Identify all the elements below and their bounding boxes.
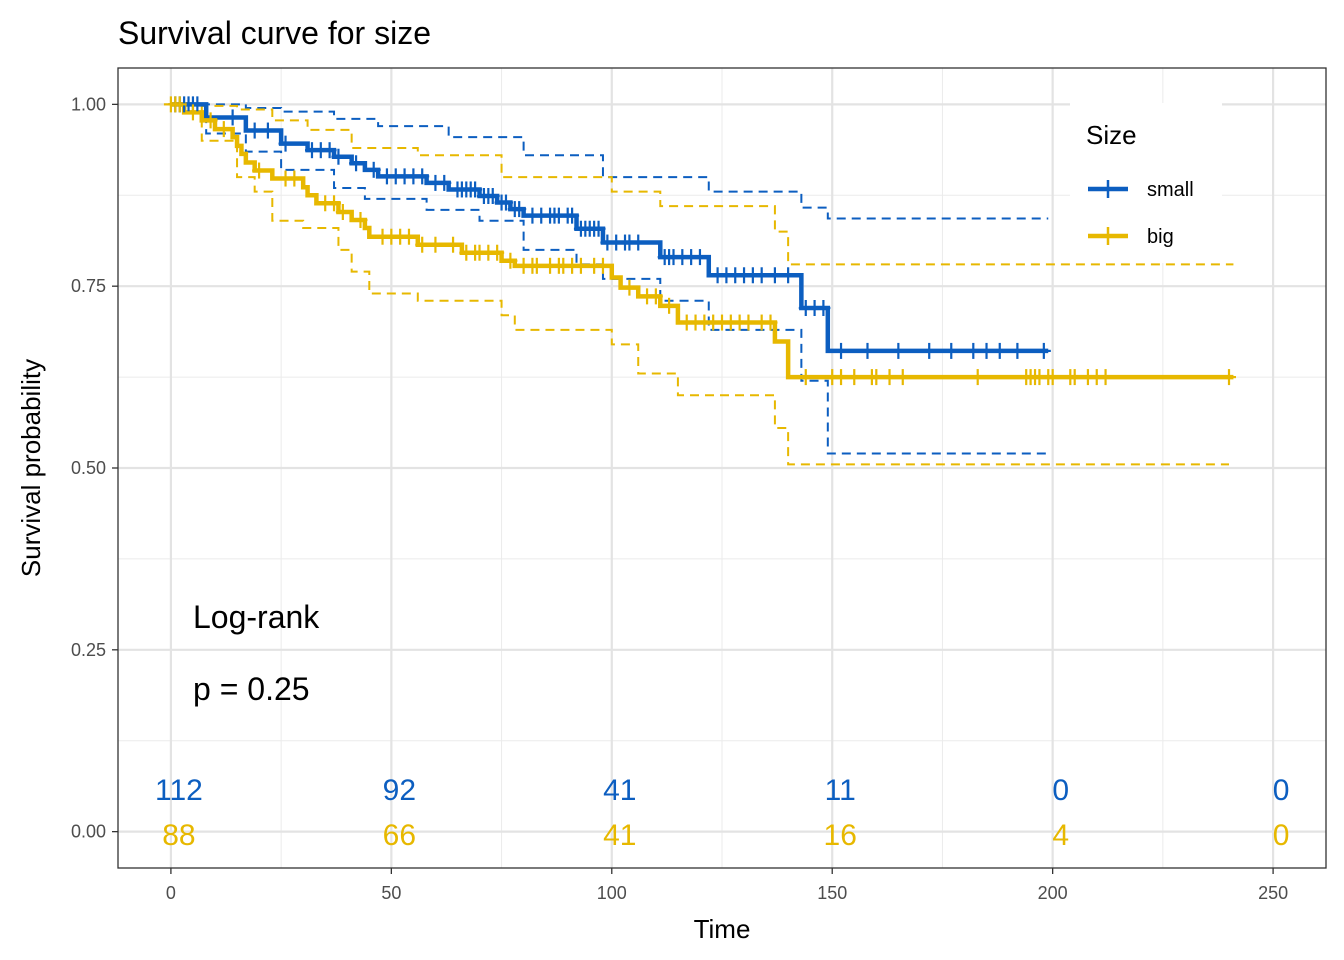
ci-upper-small — [170, 103, 1049, 220]
censor-marks — [163, 96, 1237, 386]
risk-count-big: 4 — [1052, 819, 1069, 852]
axis-ticks: 0 50 100 150 200 250 0.00 0.25 0.50 0.75 1.00 — [71, 94, 1288, 903]
risk-count-big: 66 — [383, 819, 416, 852]
test-name-label: Log-rank — [193, 599, 320, 635]
y-tick-label: 0.50 — [71, 458, 106, 478]
risk-count-small: 92 — [383, 774, 416, 807]
risk-count-small: 0 — [1273, 774, 1290, 807]
x-axis-title: Time — [694, 914, 751, 944]
y-axis-title: Survival probability — [16, 359, 46, 577]
x-tick-label: 250 — [1258, 883, 1288, 903]
curve-big — [170, 102, 1234, 380]
x-tick-label: 200 — [1038, 883, 1068, 903]
confidence-bands — [170, 103, 1234, 466]
risk-count-big: 88 — [162, 819, 195, 852]
risk-table: 112 92 41 11 0 0 88 66 41 16 4 0 — [155, 774, 1289, 852]
legend-label-small: small — [1147, 179, 1194, 201]
legend-keys: small big — [1088, 179, 1194, 248]
y-tick-label: 0.25 — [71, 640, 106, 660]
x-tick-label: 100 — [597, 883, 627, 903]
risk-count-small: 0 — [1052, 774, 1069, 807]
y-tick-label: 0.00 — [71, 822, 106, 842]
risk-count-big: 41 — [603, 819, 636, 852]
y-tick-label: 0.75 — [71, 276, 106, 296]
risk-count-small: 41 — [603, 774, 636, 807]
x-tick-label: 150 — [817, 883, 847, 903]
x-tick-label: 50 — [381, 883, 401, 903]
y-tick-label: 1.00 — [71, 94, 106, 114]
legend-label-big: big — [1147, 226, 1174, 248]
risk-count-small: 112 — [155, 774, 203, 807]
legend: Size small big — [1070, 103, 1222, 263]
legend-title: Size — [1086, 120, 1137, 150]
p-value-label: p = 0.25 — [193, 671, 310, 707]
ci-upper-big — [170, 103, 1234, 266]
ci-lower-big — [170, 103, 1230, 466]
x-tick-label: 0 — [166, 883, 176, 903]
risk-count-big: 16 — [824, 819, 857, 852]
risk-count-big: 0 — [1273, 819, 1290, 852]
ci-lower-small — [170, 103, 1049, 455]
risk-count-small: 11 — [825, 774, 856, 807]
chart-title: Survival curve for size — [118, 15, 431, 51]
